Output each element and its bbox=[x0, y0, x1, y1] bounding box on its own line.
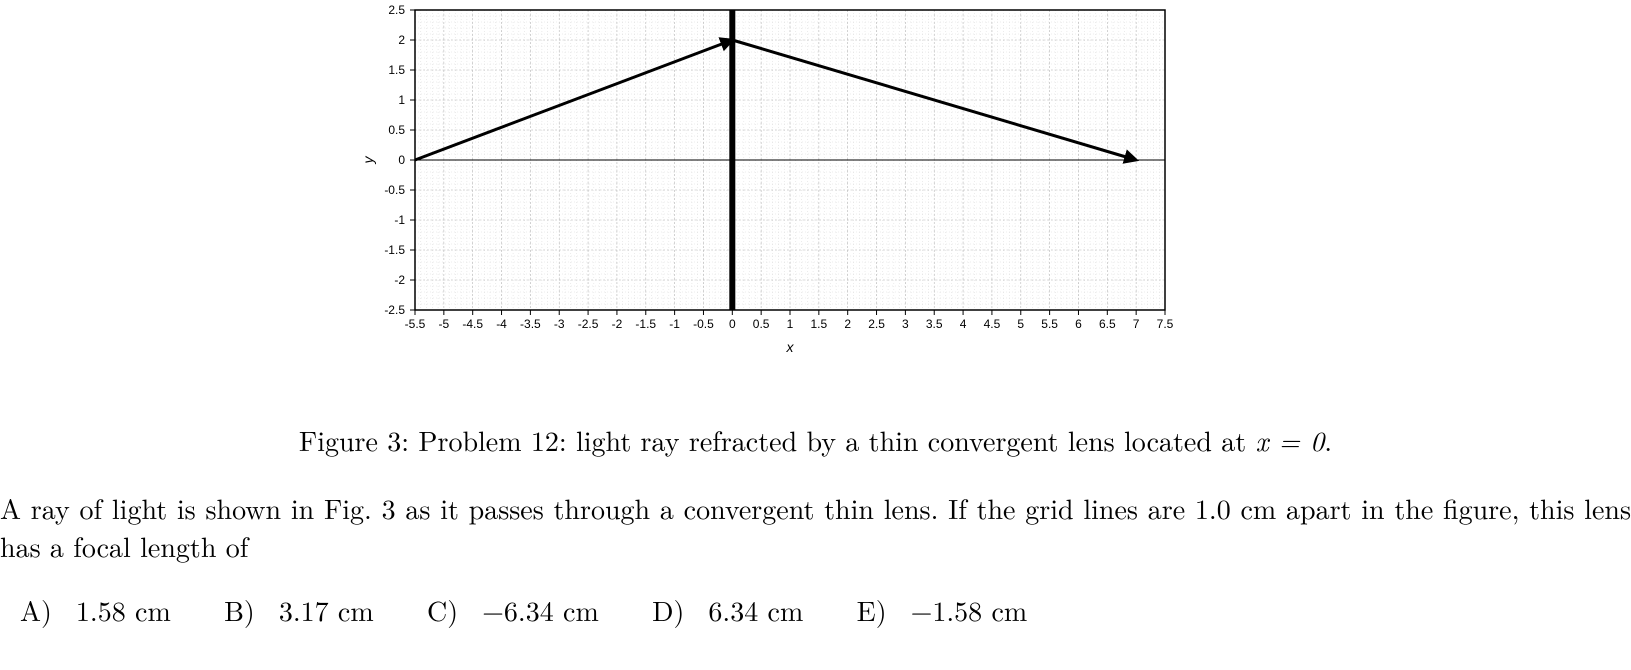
svg-text:0.5: 0.5 bbox=[753, 317, 770, 331]
chart-svg: -5.5 -5 -4.5 -4 -3.5 -3 -2.5 -2 -1.5 -1 -0.5 0 0.5 1 1… bbox=[355, 0, 1175, 370]
svg-text:1: 1 bbox=[398, 93, 405, 107]
caption-prefix: Figure 3: bbox=[299, 420, 418, 460]
svg-text:-2.5: -2.5 bbox=[578, 317, 599, 331]
svg-text:-3: -3 bbox=[554, 317, 565, 331]
svg-text:4: 4 bbox=[960, 317, 967, 331]
ray-diagram: -5.5 -5 -4.5 -4 -3.5 -3 -2.5 -2 -1.5 -1 -0.5 0 0.5 1 1… bbox=[355, 0, 1175, 375]
choice-E-value: −1.58 cm bbox=[911, 590, 1028, 630]
caption-text: Problem 12: light ray refracted by a thi… bbox=[418, 420, 1255, 460]
choice-A-letter: A) bbox=[20, 590, 52, 630]
svg-text:-1: -1 bbox=[669, 317, 680, 331]
caption-math: x = 0 bbox=[1255, 420, 1324, 460]
svg-text:5: 5 bbox=[1017, 317, 1024, 331]
svg-text:0: 0 bbox=[729, 317, 736, 331]
svg-text:-2.5: -2.5 bbox=[384, 303, 405, 317]
choice-C-value: −6.34 cm bbox=[482, 590, 599, 630]
svg-text:0.5: 0.5 bbox=[388, 123, 405, 137]
svg-text:-2: -2 bbox=[612, 317, 623, 331]
svg-text:2: 2 bbox=[398, 33, 405, 47]
svg-text:4.5: 4.5 bbox=[984, 317, 1001, 331]
svg-text:2.5: 2.5 bbox=[388, 3, 405, 17]
svg-text:y: y bbox=[360, 156, 376, 165]
choice-D-letter: D) bbox=[652, 590, 684, 630]
svg-text:6.5: 6.5 bbox=[1099, 317, 1116, 331]
svg-text:-1: -1 bbox=[394, 213, 405, 227]
caption-suffix: . bbox=[1324, 420, 1332, 460]
svg-text:2: 2 bbox=[844, 317, 851, 331]
svg-text:-4: -4 bbox=[496, 317, 507, 331]
svg-text:2.5: 2.5 bbox=[868, 317, 885, 331]
svg-text:x: x bbox=[786, 339, 795, 355]
svg-text:6: 6 bbox=[1075, 317, 1082, 331]
prompt-text: A ray of light is shown in Fig. 3 as it … bbox=[0, 488, 1631, 566]
svg-text:-5: -5 bbox=[439, 317, 450, 331]
svg-text:7.5: 7.5 bbox=[1157, 317, 1174, 331]
choice-B-letter: B) bbox=[224, 590, 255, 630]
svg-text:-0.5: -0.5 bbox=[384, 183, 405, 197]
figure-caption: Figure 3: Problem 12: light ray refracte… bbox=[0, 420, 1631, 460]
svg-text:1.5: 1.5 bbox=[388, 63, 405, 77]
svg-text:-0.5: -0.5 bbox=[693, 317, 714, 331]
svg-text:3.5: 3.5 bbox=[926, 317, 943, 331]
svg-text:7: 7 bbox=[1133, 317, 1140, 331]
svg-text:-1.5: -1.5 bbox=[635, 317, 656, 331]
choice-B-value: 3.17 cm bbox=[279, 590, 374, 630]
svg-text:0: 0 bbox=[398, 153, 405, 167]
svg-text:-3.5: -3.5 bbox=[520, 317, 541, 331]
svg-text:-5.5: -5.5 bbox=[405, 317, 426, 331]
choice-D-value: 6.34 cm bbox=[708, 590, 803, 630]
svg-text:1.5: 1.5 bbox=[811, 317, 828, 331]
svg-text:-2: -2 bbox=[394, 273, 405, 287]
svg-text:-4.5: -4.5 bbox=[462, 317, 483, 331]
choice-C-letter: C) bbox=[427, 590, 458, 630]
choice-E-letter: E) bbox=[857, 590, 887, 630]
svg-text:3: 3 bbox=[902, 317, 909, 331]
choice-A-value: 1.58 cm bbox=[76, 590, 171, 630]
svg-text:5.5: 5.5 bbox=[1041, 317, 1058, 331]
svg-text:-1.5: -1.5 bbox=[384, 243, 405, 257]
answer-choices: A) 1.58 cm B) 3.17 cm C) −6.34 cm D) 6.34 cm… bbox=[20, 590, 1027, 630]
question-prompt: A ray of light is shown in Fig. 3 as it … bbox=[0, 490, 1631, 566]
svg-text:1: 1 bbox=[787, 317, 794, 331]
